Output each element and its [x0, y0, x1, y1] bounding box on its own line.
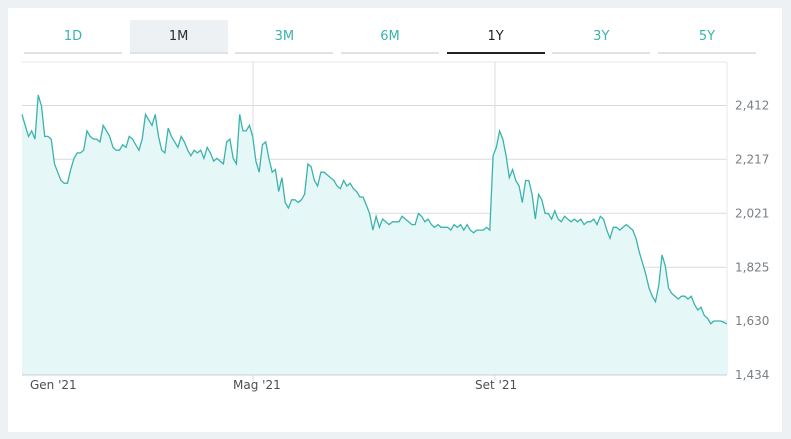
y-tick-label: 2,217	[735, 152, 769, 166]
tab-1y[interactable]: 1Y	[446, 20, 545, 54]
series-line	[21, 94, 728, 325]
tab-1m[interactable]: 1M	[129, 20, 228, 54]
x-axis-labels: Gen '21 Mag '21 Set '21	[30, 378, 517, 392]
tab-3y[interactable]: 3Y	[552, 20, 651, 54]
y-tick-label: 1,434	[735, 368, 769, 382]
range-tabs: 1D 1M 3M 6M 1Y 3Y 5Y	[24, 20, 756, 56]
y-tick-label: 2,412	[735, 99, 769, 113]
y-tick-label: 2,021	[735, 206, 769, 220]
x-tick-label: Mag '21	[233, 378, 281, 392]
tab-3m[interactable]: 3M	[235, 20, 334, 54]
series-area	[22, 95, 727, 375]
tab-6m[interactable]: 6M	[340, 20, 439, 54]
tab-1d[interactable]: 1D	[24, 20, 122, 54]
y-tick-label: 1,825	[735, 260, 769, 274]
y-tick-label: 1,630	[735, 314, 769, 328]
tab-5y[interactable]: 5Y	[657, 20, 756, 54]
x-tick-label: Set '21	[475, 378, 517, 392]
y-axis-labels: 1,434 1,630 1,825 2,021 2,217 2,412	[735, 99, 769, 382]
x-tick-label: Gen '21	[30, 378, 77, 392]
